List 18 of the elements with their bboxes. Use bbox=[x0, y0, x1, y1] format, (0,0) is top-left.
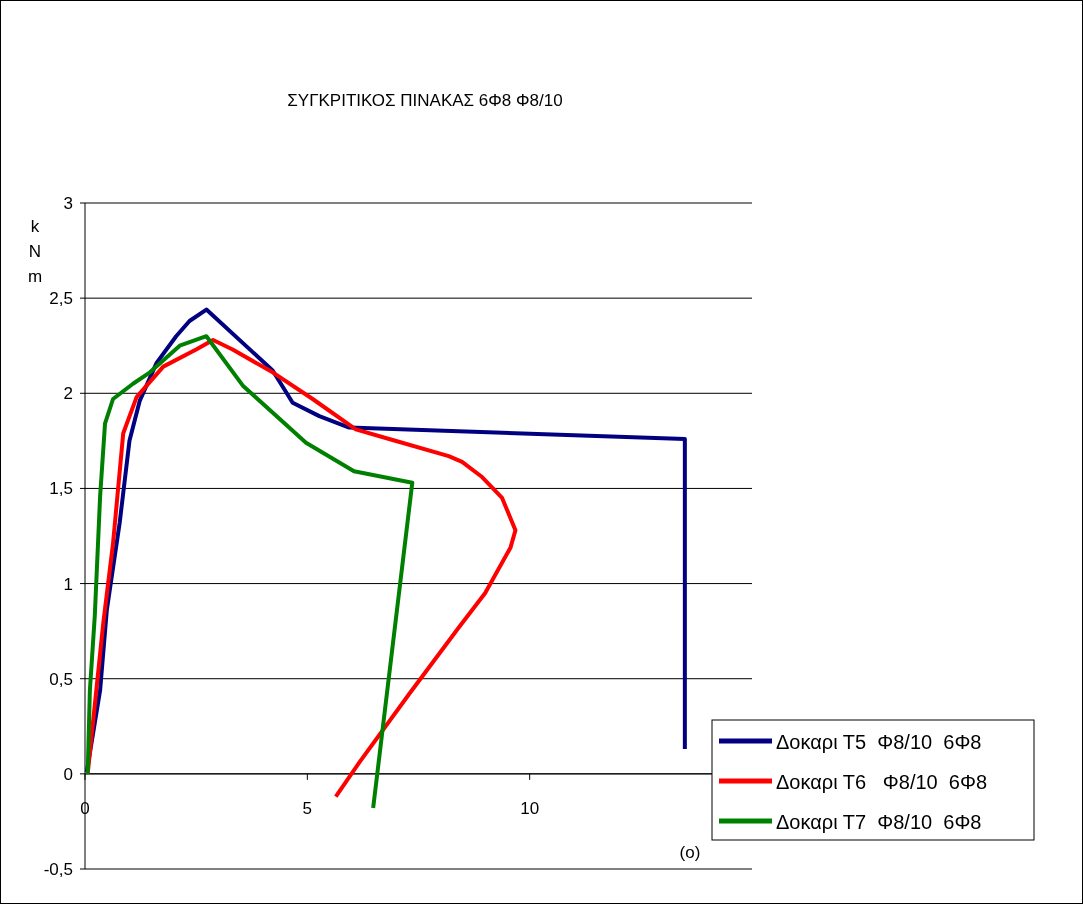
y-tick-label: 1,5 bbox=[49, 479, 73, 499]
y-axis-title: kNm bbox=[27, 217, 43, 286]
x-tick-label: 5 bbox=[302, 798, 313, 818]
y-tick-label: 3 bbox=[63, 194, 73, 213]
x-axis-title: (ο) bbox=[679, 843, 701, 862]
legend-label: Δοκαρι Τ7 Φ8/10 6Φ8 bbox=[776, 811, 982, 833]
chart-title: ΣΥΓΚΡΙΤΙΚΟΣ ΠΙΝΑΚΑΣ 6Φ8 Φ8/10 bbox=[287, 91, 563, 110]
y-tick-label: -0,5 bbox=[43, 860, 73, 879]
y-tick-label: 2,5 bbox=[49, 289, 73, 309]
line-series bbox=[84, 307, 687, 774]
y-tick-label: 1 bbox=[63, 574, 73, 594]
y-tick-label: 2 bbox=[63, 384, 73, 404]
x-tick-label: 10 bbox=[520, 798, 540, 818]
x-tick-label: 0 bbox=[80, 798, 90, 818]
y-tick-label: 0 bbox=[63, 764, 73, 784]
y-tick-label: 0,5 bbox=[49, 669, 73, 689]
legend-label: Δοκαρι Τ6 Φ8/10 6Φ8 bbox=[776, 771, 988, 793]
legend-label: Δοκαρι Τ5 Φ8/10 6Φ8 bbox=[776, 731, 982, 753]
